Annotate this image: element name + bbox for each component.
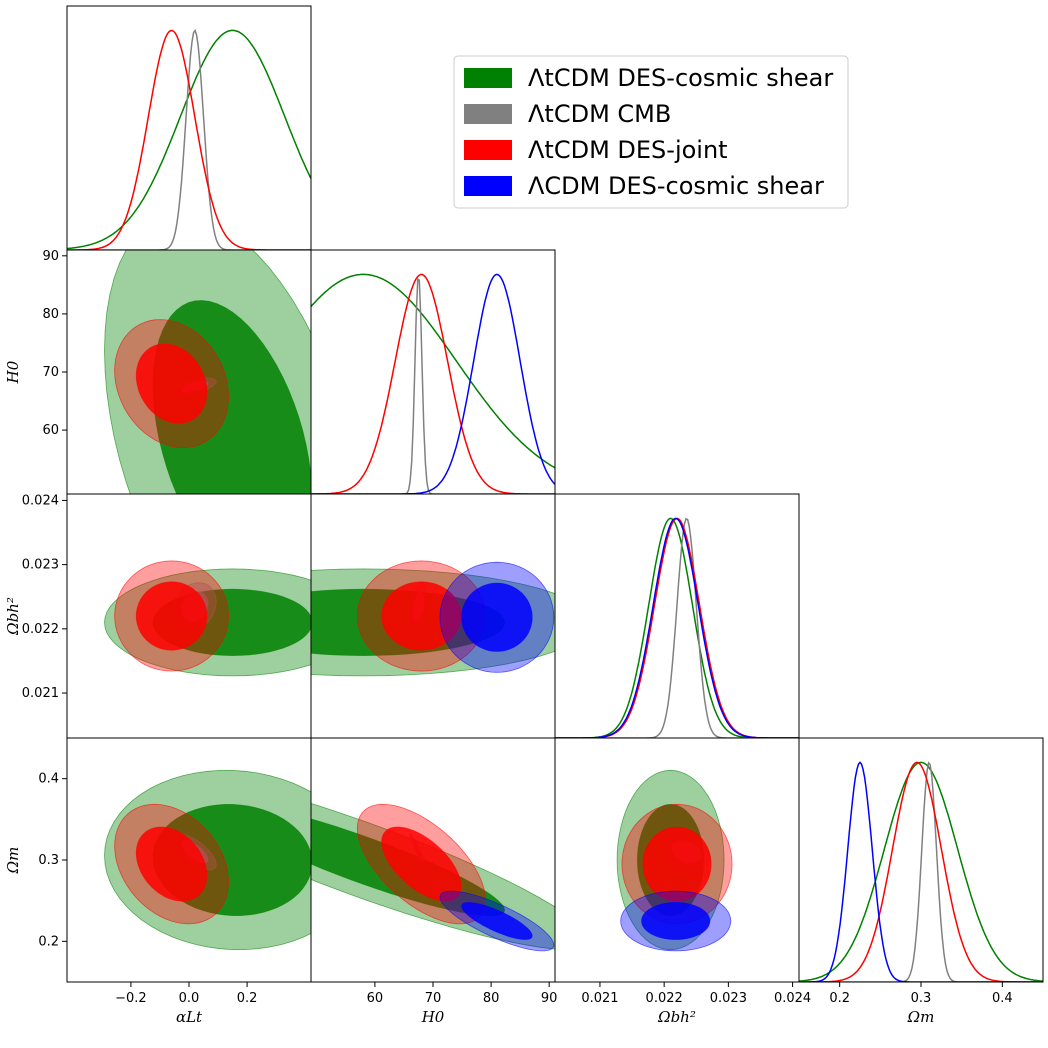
x-tick-label: 90: [541, 991, 558, 1006]
legend-swatch-1: [464, 104, 512, 124]
x-tick-label: 0.021: [581, 991, 618, 1006]
x-tick-label: 0.023: [710, 991, 747, 1006]
y-tick-label: 0.021: [22, 686, 59, 701]
x-tick-label: 0.0: [179, 991, 200, 1006]
y-tick-label: 90: [42, 249, 59, 264]
contour-68-series-2: [642, 826, 712, 902]
panel-alpha-H0: [104, 250, 311, 494]
legend-label-3: ΛCDM DES-cosmic shear: [528, 172, 824, 200]
x-tick-label: 0.022: [646, 991, 683, 1006]
panel-alpha-obh2: [104, 560, 311, 677]
y-axis-label-H0: H0: [4, 360, 22, 384]
panel-alpha-om: [104, 770, 311, 950]
x-tick-label: −0.2: [115, 991, 147, 1006]
x-tick-label: 0.4: [992, 991, 1013, 1006]
legend-swatch-2: [464, 140, 512, 160]
x-tick-label: 0.024: [774, 991, 811, 1006]
contour-68-series-2: [135, 826, 208, 902]
y-tick-label: 0.3: [38, 853, 59, 868]
marginal-curve-series-1: [799, 761, 1043, 982]
marginal-curve-series-0: [67, 29, 311, 250]
x-axis-label-H0: H0: [421, 1008, 445, 1026]
marginal-om: [799, 761, 1043, 982]
x-axis-label-obh2: Ωbh²: [657, 1008, 696, 1026]
y-axis-label-obh2: Ωbh²: [4, 597, 22, 636]
marginal-curve-series-2: [311, 273, 555, 494]
contour-68-series-2: [135, 581, 208, 651]
legend-label-2: ΛtCDM DES-joint: [528, 136, 728, 164]
marginal-curve-series-1: [311, 277, 555, 494]
marginal-curve-series-3: [311, 273, 555, 494]
marginal-curve-series-1: [555, 517, 799, 738]
legend-frame: [453, 55, 849, 209]
x-tick-label: 70: [425, 991, 442, 1006]
y-tick-label: 0.4: [38, 772, 59, 787]
legend-swatch-3: [464, 176, 512, 196]
y-tick-label: 0.2: [38, 934, 59, 949]
marginal-curve-series-1: [67, 28, 311, 250]
y-tick-label: 0.022: [22, 622, 59, 637]
legend-label-0: ΛtCDM DES-cosmic shear: [528, 64, 833, 92]
y-axis-label-om: Ωm: [4, 847, 22, 875]
panel-frame: [554, 493, 800, 739]
x-tick-label: 0.2: [829, 991, 850, 1006]
contour-68-series-2: [381, 581, 462, 651]
y-tick-label: 60: [42, 423, 59, 438]
x-axis-label-om: Ωm: [907, 1008, 935, 1026]
marginal-curve-series-3: [799, 761, 1043, 982]
marginal-H0: [311, 273, 555, 494]
marginal-curve-series-0: [799, 761, 1043, 982]
legend: ΛtCDM DES-cosmic shear ΛtCDM CMB ΛtCDM DES…: [453, 55, 849, 209]
y-tick-label: 70: [42, 365, 59, 380]
panel-H0-obh2: [311, 560, 555, 677]
panel-H0-om: [311, 803, 555, 952]
marginal-curve-series-3: [555, 517, 799, 738]
legend-swatch-0: [464, 68, 512, 88]
contour-layer: [67, 28, 1043, 982]
panel-frame: [66, 5, 312, 251]
y-tick-label: 0.024: [22, 493, 59, 508]
contour-68-series-3: [641, 902, 711, 940]
panel-obh2-om: [616, 769, 733, 952]
contour-68-series-3: [461, 902, 533, 940]
marginal-curve-series-0: [311, 273, 555, 469]
panel-frame: [310, 249, 556, 495]
x-tick-label: 60: [367, 991, 384, 1006]
x-tick-label: 0.2: [237, 991, 258, 1006]
x-tick-label: 80: [483, 991, 500, 1006]
legend-label-1: ΛtCDM CMB: [528, 100, 671, 128]
tick-layer: −0.2 0.0 0.2 αLt 60 70 80 90 H0 0.021 0.022 0.023 0.…: [4, 249, 1013, 1026]
y-tick-label: 0.023: [22, 558, 59, 573]
marginal-obh2: [555, 517, 799, 738]
marginal-alpha: [67, 28, 311, 250]
contour-68-series-3: [461, 582, 533, 652]
marginal-curve-series-0: [555, 517, 799, 738]
contour-68-series-2: [135, 343, 208, 424]
marginal-curve-series-2: [67, 29, 311, 250]
x-tick-label: 0.3: [911, 991, 932, 1006]
x-axis-label-alpha: αLt: [176, 1008, 203, 1026]
y-tick-label: 80: [42, 307, 59, 322]
marginal-curve-series-2: [555, 517, 799, 738]
